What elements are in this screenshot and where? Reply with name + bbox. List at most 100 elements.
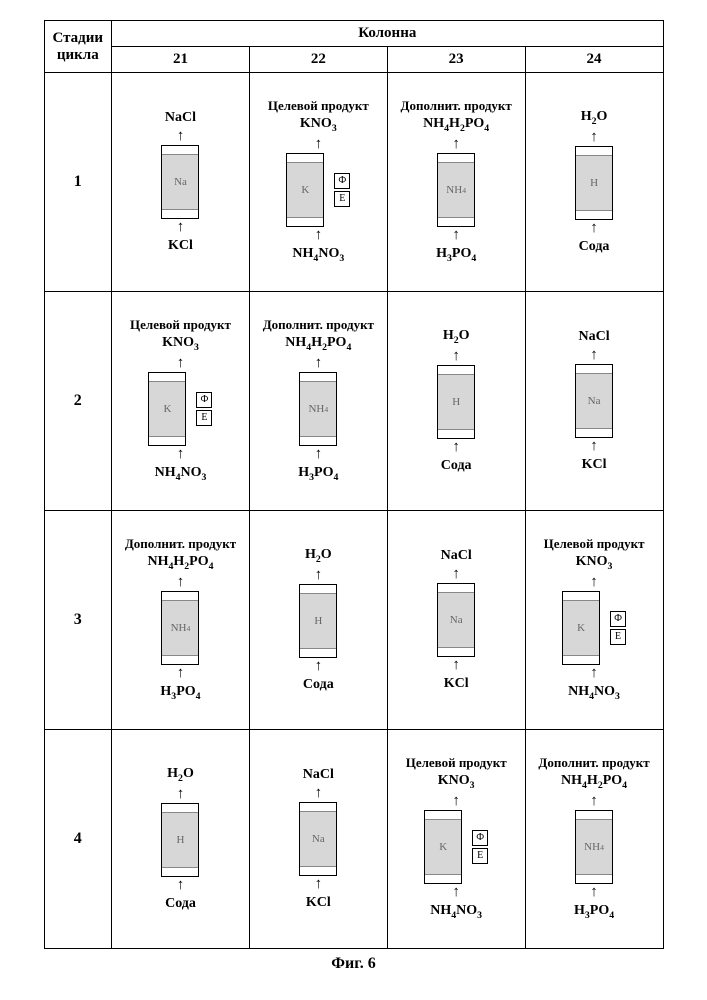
ion-label: NH4 [576, 819, 612, 875]
sidebox-f: Ф [610, 611, 626, 627]
arrow-up-icon: ↑ [590, 885, 598, 900]
table-cell: H2O ↑ H ↑ Сода [387, 292, 525, 511]
ion-label: K [149, 381, 185, 437]
sidebox-e: Е [334, 191, 350, 207]
arrow-up-icon: ↑ [590, 348, 598, 363]
ion-label: Na [576, 373, 612, 429]
arrow-up-icon: ↑ [452, 794, 460, 809]
product-label: Целевой продукт [406, 755, 507, 771]
ion-label: Na [300, 811, 336, 867]
output-formula: H2O [581, 109, 608, 127]
table-cell: Дополнит. продуктNH4H2PO4↑NH4↑H3PO4 [525, 730, 663, 949]
arrow-up-icon: ↑ [452, 885, 460, 900]
figure-caption: Фиг. 6 [20, 955, 687, 973]
column-icon: Na [161, 145, 199, 219]
table-cell: Дополнит. продуктNH4H2PO4↑NH4↑H3PO4 [249, 292, 387, 511]
column-icon: K [424, 810, 462, 884]
table-cell: Целевой продукт KNO3 ↑ KФЕ ↑ NH4NO3 [387, 730, 525, 949]
stage-number: 1 [44, 73, 112, 292]
arrow-up-icon: ↑ [177, 356, 185, 371]
input-formula: H3PO4 [298, 465, 338, 483]
arrow-up-icon: ↑ [452, 349, 460, 364]
table-cell: NaCl↑Na↑KCl [249, 730, 387, 949]
arrow-up-icon: ↑ [177, 220, 185, 235]
sidebox-e: Е [472, 848, 488, 864]
output-formula: NH4H2PO4 [147, 554, 213, 572]
output-formula: KNO3 [438, 773, 475, 791]
arrow-up-icon: ↑ [177, 575, 185, 590]
sidebox-e: Е [196, 410, 212, 426]
input-formula: Сода [579, 239, 610, 255]
input-formula: Сода [165, 896, 196, 912]
output-formula: H2O [443, 328, 470, 346]
col-num-2: 23 [387, 47, 525, 73]
output-formula: KNO3 [576, 554, 613, 572]
arrow-up-icon: ↑ [452, 137, 460, 152]
arrow-up-icon: ↑ [315, 137, 323, 152]
table-cell: NaCl↑Na↑KCl [387, 511, 525, 730]
arrow-up-icon: ↑ [452, 440, 460, 455]
sidebox-f: Ф [472, 830, 488, 846]
output-formula: KNO3 [162, 335, 199, 353]
ion-label: NH4 [438, 162, 474, 218]
table-cell: Целевой продуктKNO3↑KФЕ↑NH4NO3 [112, 292, 250, 511]
ion-label: H [300, 593, 336, 649]
column-icon: NH4 [161, 591, 199, 665]
stage-number: 3 [44, 511, 112, 730]
table-cell: H2O↑H↑Сода [525, 73, 663, 292]
ion-label: H [576, 155, 612, 211]
stage-number: 2 [44, 292, 112, 511]
arrow-up-icon: ↑ [590, 221, 598, 236]
table-cell: Дополнит. продуктNH4H2PO4↑NH4↑H3PO4 [387, 73, 525, 292]
product-label: Дополнит. продукт [263, 317, 374, 333]
ion-label: Na [162, 154, 198, 210]
arrow-up-icon: ↑ [177, 878, 185, 893]
column-icon: H [299, 584, 337, 658]
arrow-up-icon: ↑ [315, 568, 323, 583]
arrow-up-icon: ↑ [590, 439, 598, 454]
arrow-up-icon: ↑ [590, 794, 598, 809]
column-icon: K [286, 153, 324, 227]
table-cell: Целевой продуктKNO3↑KФЕ↑NH4NO3 [249, 73, 387, 292]
cycle-table: Стадии цикла Колонна 21 22 23 24 1NaCl↑N… [44, 20, 664, 949]
ion-label: NH4 [300, 381, 336, 437]
input-formula: NH4NO3 [155, 465, 207, 483]
column-icon: Na [575, 364, 613, 438]
column-icon: H [575, 146, 613, 220]
output-formula: NaCl [165, 110, 196, 126]
product-label: Дополнит. продукт [401, 98, 512, 114]
column-icon: K [562, 591, 600, 665]
input-formula: KCl [582, 457, 607, 473]
col-num-0: 21 [112, 47, 250, 73]
col-num-1: 22 [249, 47, 387, 73]
ion-label: H [162, 812, 198, 868]
arrow-up-icon: ↑ [315, 356, 323, 371]
arrow-up-icon: ↑ [177, 129, 185, 144]
arrow-up-icon: ↑ [315, 877, 323, 892]
ion-label: H [438, 374, 474, 430]
product-label: Целевой продукт [268, 98, 369, 114]
stage-number: 4 [44, 730, 112, 949]
arrow-up-icon: ↑ [177, 666, 185, 681]
side-boxes: ФЕ [334, 173, 350, 207]
header-stages: Стадии цикла [44, 21, 112, 73]
output-formula: NH4H2PO4 [423, 116, 489, 134]
ion-label: K [425, 819, 461, 875]
arrow-up-icon: ↑ [315, 659, 323, 674]
product-label: Целевой продукт [130, 317, 231, 333]
table-cell: H2O↑H↑Сода [112, 730, 250, 949]
output-formula: NaCl [578, 329, 609, 345]
product-label: Дополнит. продукт [538, 755, 649, 771]
output-formula: KNO3 [300, 116, 337, 134]
side-boxes: ФЕ [196, 392, 212, 426]
ion-label: K [563, 600, 599, 656]
column-icon: H [161, 803, 199, 877]
input-formula: NH4NO3 [430, 903, 482, 921]
input-formula: Сода [441, 458, 472, 474]
column-icon: K [148, 372, 186, 446]
ion-label: NH4 [162, 600, 198, 656]
arrow-up-icon: ↑ [315, 786, 323, 801]
table-cell: Дополнит. продуктNH4H2PO4↑NH4↑H3PO4 [112, 511, 250, 730]
column-icon: NH4 [575, 810, 613, 884]
input-formula: NH4NO3 [568, 684, 620, 702]
